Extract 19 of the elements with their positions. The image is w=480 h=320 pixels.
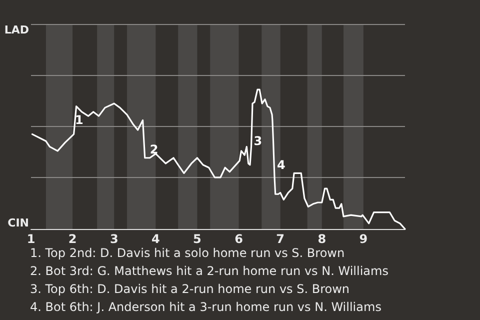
text: 3. Top 6th: D. Davis hit a 2-run home run vs S. Brown bbox=[30, 282, 350, 296]
annotation: 4 bbox=[277, 158, 286, 172]
x-tick-label: 8 bbox=[318, 232, 326, 246]
annotation: 3 bbox=[254, 134, 262, 148]
text: LAD bbox=[4, 24, 29, 36]
x-tick-label: 2 bbox=[68, 232, 77, 246]
x-tick-label: 4 bbox=[151, 232, 160, 246]
x-tick-label: 7 bbox=[276, 232, 285, 246]
x-tick-label: 9 bbox=[359, 232, 368, 246]
annotation: 2 bbox=[150, 142, 158, 157]
x-tick-label: 1 bbox=[26, 232, 36, 246]
text: 1. Top 2nd: D. Davis hit a solo home run vs S. Brown bbox=[30, 246, 345, 260]
text: CIN bbox=[8, 216, 29, 230]
text: 2. Bot 3rd: G. Matthews hit a 2-run home run vs N. Williams bbox=[30, 264, 388, 278]
text: 4. Bot 6th: J. Anderson hit a 3-run home run vs N. Williams bbox=[30, 300, 382, 314]
x-tick-label: 5 bbox=[193, 232, 202, 246]
x-tick-label: 3 bbox=[110, 232, 118, 246]
x-tick-label: 6 bbox=[234, 232, 243, 246]
annotation: 1 bbox=[75, 113, 84, 128]
